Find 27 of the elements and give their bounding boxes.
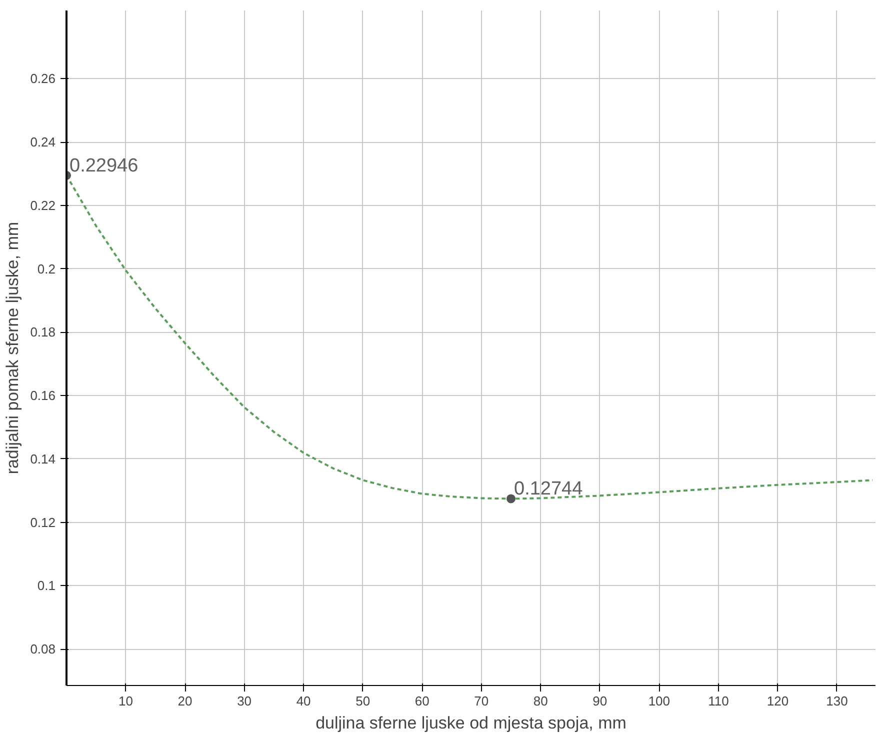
- y-tick-label: 0.2: [37, 261, 56, 276]
- x-axis-title: duljina sferne ljuske od mjesta spoja, mm: [316, 714, 626, 732]
- x-tick-label: 10: [118, 694, 134, 708]
- y-tick-label: 0.18: [30, 324, 56, 340]
- x-tick-label: 110: [708, 694, 729, 708]
- y-tick-label: 0.08: [30, 642, 56, 657]
- x-tick-label: 120: [766, 694, 789, 708]
- annotation: 0.22946: [70, 155, 138, 176]
- y-tick-label: 0.16: [30, 388, 56, 404]
- x-tick-label: 70: [474, 694, 489, 708]
- x-tick-label: 100: [648, 694, 670, 708]
- y-tick-label: 0.1: [37, 578, 56, 594]
- y-tick-label: 0.12: [30, 514, 56, 530]
- x-tick-label: 20: [178, 694, 192, 708]
- x-tick-label: 130: [826, 694, 848, 708]
- x-tick-label: 30: [237, 694, 252, 708]
- x-tick-label: 50: [356, 694, 370, 708]
- y-tick-label: 0.24: [30, 134, 56, 150]
- y-axis-title: radijalni pomak sferne ljuske, mm: [3, 222, 22, 474]
- y-tick-label: 0.14: [30, 451, 56, 466]
- x-tick-label: 90: [592, 694, 608, 708]
- annotation: 0.12744: [514, 478, 584, 500]
- y-tick-label: 0.26: [30, 71, 56, 86]
- x-tick-label: 40: [296, 694, 311, 708]
- y-tick-label: 0.22: [30, 198, 56, 213]
- x-tick-label: 80: [533, 694, 548, 708]
- x-tick-label: 60: [414, 694, 430, 708]
